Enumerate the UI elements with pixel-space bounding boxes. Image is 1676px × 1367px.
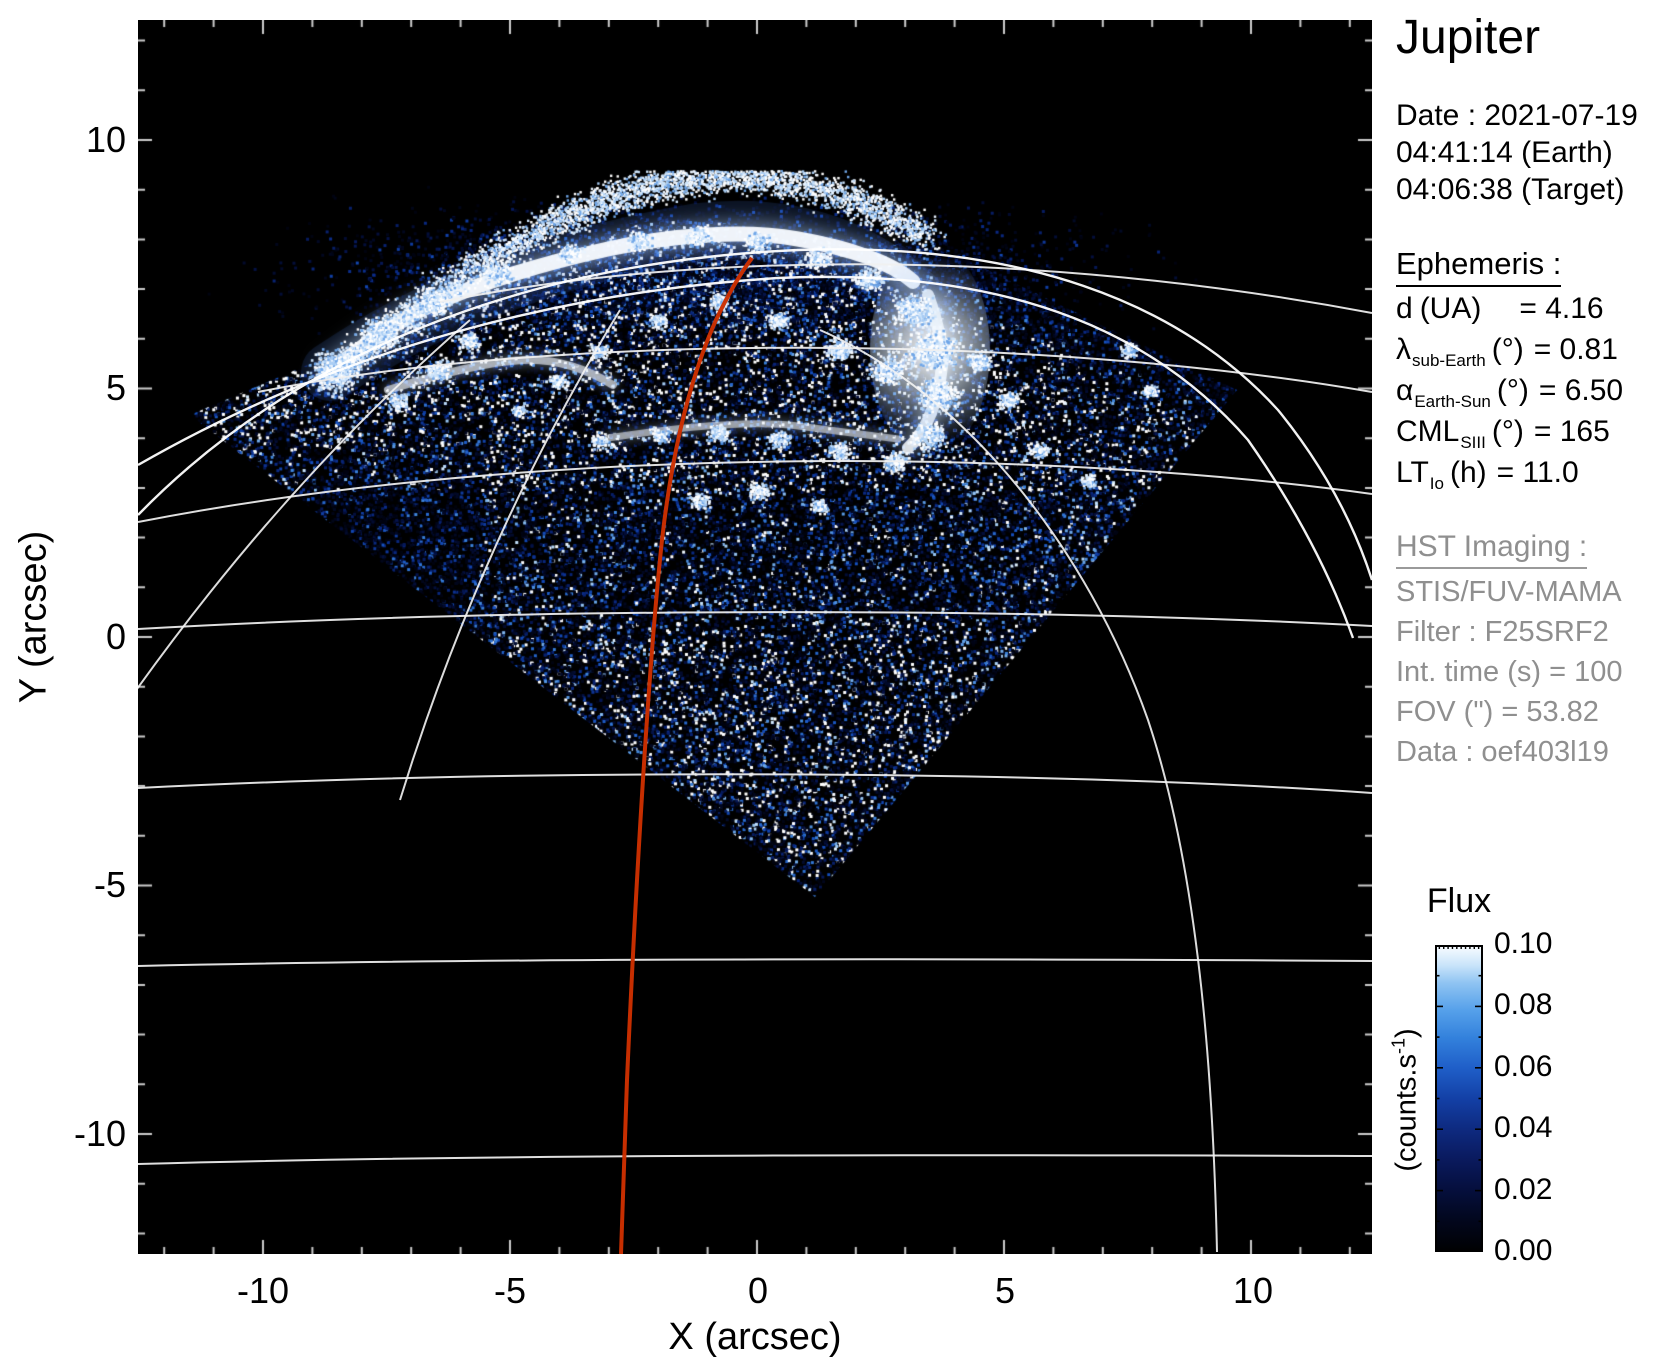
limb-arc: [138, 277, 1353, 638]
ephemeris-row-sub-earth-lat: λsub-Earth (°) = 0.81: [1396, 333, 1623, 374]
graticule-overlay: [138, 20, 1372, 1254]
x-tick-label: 10: [1233, 1270, 1273, 1312]
colorbar-tick-label: 0.04: [1494, 1111, 1552, 1145]
observation-date: Date : 2021-07-19: [1396, 97, 1638, 134]
colorbar-tick-label: 0.08: [1494, 988, 1552, 1022]
ephemeris-table: d (UA) = 4.16 λsub-Earth (°) = 0.81 αEarth-S…: [1396, 292, 1623, 497]
observation-time-earth: 04:41:14 (Earth): [1396, 134, 1638, 171]
latitude-line: [440, 264, 1372, 313]
ephemeris-row-phase-angle: αEarth-Sun (°) = 6.50: [1396, 374, 1623, 415]
planet-limb-arcs: [138, 249, 1372, 638]
io-footprint-track: [621, 258, 752, 1254]
y-tick-label: -5: [36, 864, 126, 906]
latitude-line: [138, 1155, 1372, 1164]
colorbar-tick-label: 0.02: [1494, 1173, 1552, 1207]
latitude-line: [138, 774, 1372, 793]
latitude-line: [138, 959, 1372, 966]
hst-filter: Filter : F25SRF2: [1396, 612, 1622, 652]
y-tick-label: 5: [36, 367, 126, 409]
ephemeris-row-io-local-time: LTIo (h) = 11.0: [1396, 456, 1623, 497]
colorbar-ticks: [1435, 945, 1483, 1252]
x-axis-title: X (arcsec): [138, 1316, 1372, 1359]
hst-imaging-heading: HST Imaging :: [1396, 530, 1587, 564]
colorbar-tick-label: 0.00: [1494, 1234, 1552, 1268]
meridian-line: [400, 310, 620, 800]
hst-imaging-details: STIS/FUV-MAMA Filter : F25SRF2 Int. time…: [1396, 572, 1622, 772]
colorbar-title: Flux: [1399, 882, 1519, 921]
page-title: Jupiter: [1396, 10, 1540, 65]
x-tick-label: 5: [995, 1270, 1015, 1312]
figure-page: { "title": "Jupiter", "observation": { "…: [0, 0, 1676, 1367]
meridian-line: [820, 330, 1217, 1252]
colorbar-tick-label: 0.10: [1494, 927, 1552, 961]
hst-data-id: Data : oef403l19: [1396, 732, 1622, 772]
x-tick-label: -10: [237, 1270, 289, 1312]
hst-instrument: STIS/FUV-MAMA: [1396, 572, 1622, 612]
latitude-line: [138, 612, 1372, 629]
colorbar-tick-label: 0.06: [1494, 1050, 1552, 1084]
latitude-line: [138, 461, 1372, 522]
latitude-grid-lines: [138, 264, 1372, 1164]
observation-time-target: 04:06:38 (Target): [1396, 171, 1638, 208]
meridian-line: [138, 320, 470, 790]
image-plot: [138, 20, 1372, 1254]
colorbar-unit-label: (counts.s-1): [1389, 1028, 1424, 1171]
observation-datetime: Date : 2021-07-19 04:41:14 (Earth) 04:06…: [1396, 97, 1638, 208]
x-tick-label: 0: [748, 1270, 768, 1312]
hst-fov: FOV (") = 53.82: [1396, 692, 1622, 732]
ephemeris-row-cml: CMLSIII (°) = 165: [1396, 415, 1623, 456]
y-axis-title: Y (arcsec): [13, 531, 56, 703]
y-tick-label: 10: [36, 119, 126, 161]
y-tick-label: -10: [36, 1113, 126, 1155]
ephemeris-row-distance: d (UA) = 4.16: [1396, 292, 1623, 333]
hst-int-time: Int. time (s) = 100: [1396, 652, 1622, 692]
ephemeris-heading: Ephemeris :: [1396, 246, 1561, 282]
latitude-line: [258, 348, 1372, 392]
x-tick-label: -5: [494, 1270, 526, 1312]
limb-arc: [138, 249, 1372, 580]
